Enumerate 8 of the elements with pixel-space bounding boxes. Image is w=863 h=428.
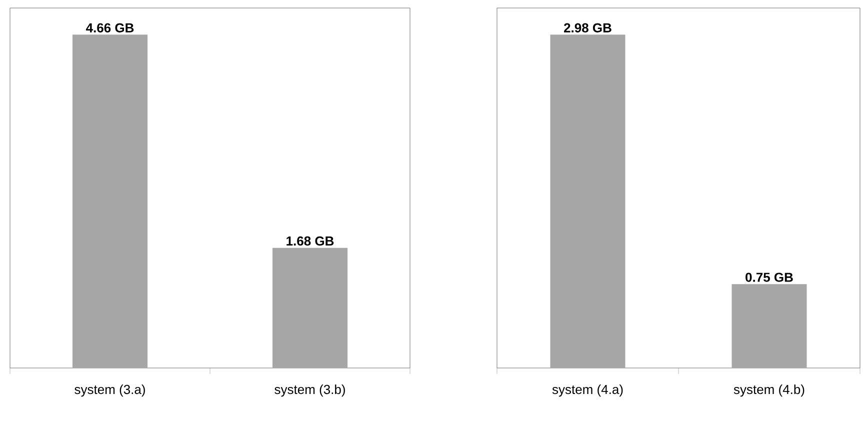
x-tick-label: system (3.a)	[74, 384, 145, 397]
x-tick-label: system (4.a)	[552, 384, 623, 397]
x-tick-label: system (3.b)	[274, 384, 345, 397]
data-label: 4.66 GB	[86, 23, 134, 32]
data-label: 0.75 GB	[746, 272, 793, 282]
data-label: 1.68 GB	[286, 236, 334, 246]
data-label: 2.98 GB	[564, 23, 612, 32]
x-tick-label: system (4.b)	[734, 384, 804, 397]
